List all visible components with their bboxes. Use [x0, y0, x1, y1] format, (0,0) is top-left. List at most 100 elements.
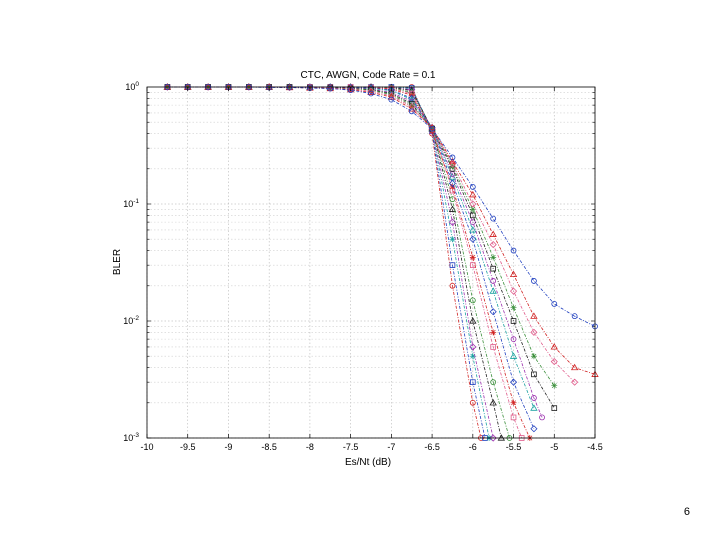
data-point [449, 154, 456, 161]
data-point [490, 278, 497, 284]
data-point [448, 205, 457, 212]
data-point [469, 353, 476, 360]
x-axis-title: Es/Nt (dB) [345, 457, 391, 468]
data-point [551, 382, 558, 389]
data-point [469, 206, 476, 213]
data-point [490, 265, 496, 272]
y-tick-label: 10-1 [123, 198, 139, 209]
x-tick-label: -9.5 [180, 442, 196, 452]
data-point [388, 96, 395, 103]
data-point [531, 395, 537, 401]
data-point [531, 278, 537, 284]
data-point [449, 236, 456, 243]
x-tick-label: -5.5 [506, 442, 522, 452]
data-point [408, 85, 415, 92]
data-point [489, 241, 497, 249]
data-point [571, 313, 578, 320]
x-tick-label: -4.5 [587, 442, 603, 452]
data-point [448, 157, 457, 165]
data-point [509, 352, 518, 359]
data-point [367, 88, 375, 95]
data-point [530, 312, 538, 319]
plot-area [147, 87, 595, 438]
y-axis-title: BLER [112, 249, 123, 275]
data-point [387, 92, 395, 100]
data-point [530, 425, 538, 433]
data-point [509, 287, 518, 295]
x-tick-label: -7 [387, 442, 395, 452]
axes-box [146, 86, 596, 439]
x-tick-labels: -10 -9.5 -9 -8.5 -8 -7.5 -7 -6.5 -6 -5.5 -5 -4.5 [140, 442, 602, 452]
y-tick-label: 10-3 [123, 432, 139, 443]
data-point [570, 363, 579, 371]
data-point [448, 179, 457, 187]
data-point [408, 103, 416, 111]
data-point [490, 215, 497, 222]
x-tick-label: -6 [469, 442, 477, 452]
data-point [470, 379, 476, 385]
data-point [489, 230, 497, 237]
data-point [539, 414, 545, 421]
data-point [551, 301, 558, 307]
chart-title: CTC, AWGN, Code Rate = 0.1 [301, 70, 436, 81]
data-point [469, 399, 476, 406]
axes [146, 86, 596, 439]
data-point [489, 398, 497, 406]
data-point [449, 163, 456, 170]
x-tick-label: -10 [140, 442, 153, 452]
y-tick-labels: 100 10-1 10-2 10-3 [123, 81, 139, 443]
data-point [286, 84, 293, 91]
data-point [346, 85, 355, 93]
x-tick-label: -6.5 [424, 442, 440, 452]
data-point [469, 190, 477, 198]
data-point [510, 336, 517, 343]
y-tick-label: 100 [125, 81, 139, 92]
data-point [469, 297, 476, 304]
x-tick-label: -8.5 [261, 442, 277, 452]
data-point [550, 358, 558, 366]
data-point [469, 343, 477, 351]
data-point [530, 353, 537, 360]
data-point [490, 379, 497, 386]
data-point [489, 287, 497, 294]
data-point [509, 270, 518, 278]
data-point [510, 399, 517, 406]
data-point [531, 371, 537, 378]
data-point [489, 308, 497, 316]
data-point [550, 343, 558, 350]
data-point [551, 405, 558, 411]
data-point [408, 105, 416, 112]
data-point [490, 329, 497, 336]
data-point [469, 235, 477, 243]
x-tick-label: -5 [550, 442, 558, 452]
data-point [510, 247, 517, 254]
data-point [429, 125, 435, 132]
data-point [530, 404, 538, 411]
data-point [469, 184, 476, 190]
data-point [408, 108, 415, 115]
data-point [510, 318, 517, 324]
x-tick-label: -9 [224, 442, 232, 452]
data-point [510, 304, 517, 311]
data-point [530, 328, 538, 336]
data-point [449, 262, 456, 268]
data-point [469, 219, 476, 226]
x-tick-label: -8 [306, 442, 314, 452]
plot-background [147, 87, 595, 438]
data-point [469, 226, 477, 233]
data-point [469, 200, 477, 208]
page-number: 6 [683, 506, 690, 518]
data-point [489, 434, 497, 442]
y-tick-label: 10-2 [123, 315, 139, 326]
data-point [448, 173, 457, 180]
data-point [490, 344, 496, 350]
data-point [469, 254, 476, 261]
data-point [490, 254, 497, 261]
data-point [571, 378, 579, 386]
data-point [368, 90, 374, 97]
x-tick-label: -7.5 [343, 442, 359, 452]
data-point [327, 85, 334, 92]
data-point [509, 378, 518, 386]
